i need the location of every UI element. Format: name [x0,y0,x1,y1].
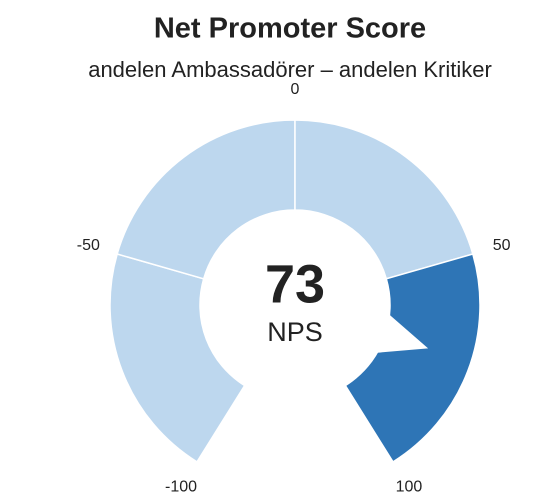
gauge-value: 73 [265,254,325,314]
chart-subtitle: andelen Ambassadörer – andelen Kritiker [88,57,492,82]
gauge-caption: NPS [267,317,323,347]
tick-label: 100 [396,479,423,496]
chart-title: Net Promoter Score [154,13,426,45]
tick-label: -100 [165,479,197,496]
gauge-center [200,210,390,400]
tick-label: 0 [291,81,300,98]
gauge-needle [374,313,429,353]
tick-label: -50 [77,237,100,254]
tick-label: 50 [493,237,511,254]
